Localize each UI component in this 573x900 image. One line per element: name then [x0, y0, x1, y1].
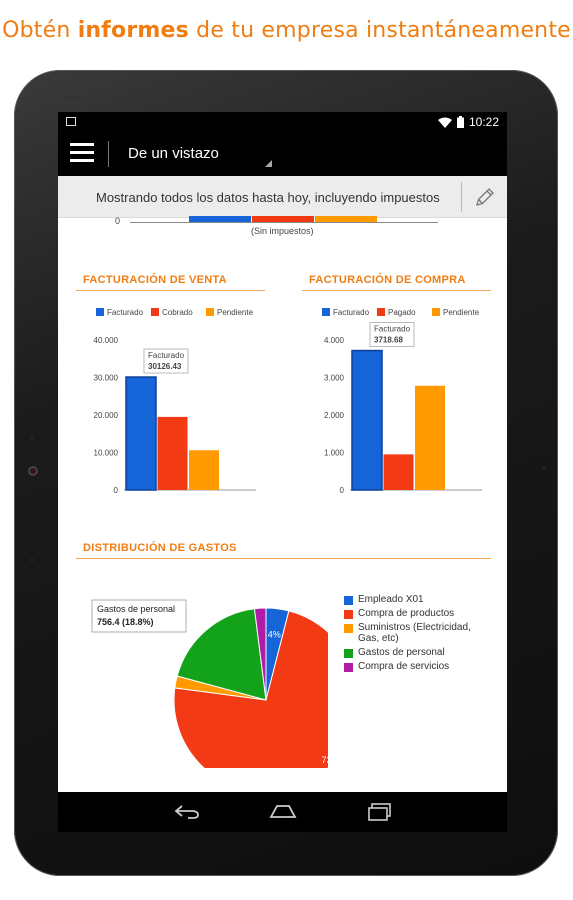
- sensor-dot: [30, 436, 34, 440]
- y-tick-label: 40.000: [94, 336, 119, 345]
- wifi-icon: [437, 117, 452, 128]
- strip-bar-blue: [189, 216, 251, 222]
- legend-label: Facturado: [107, 308, 144, 317]
- sales-billing-chart: Facturado Cobrado Pendiente 0 10.000 20.000 30…: [94, 308, 256, 495]
- legend-swatch: [377, 308, 385, 316]
- strip-bar-orange: [315, 216, 377, 222]
- pie-slice: [176, 608, 267, 701]
- y-tick-label: 20.000: [94, 411, 119, 420]
- y-tick-label: 1.000: [324, 449, 345, 458]
- legend-label: Pendiente: [443, 308, 480, 317]
- tooltip-box: [369, 322, 415, 347]
- legend-label: Gastos de personal: [358, 647, 445, 658]
- expenses-pie-chart: 4% 73.1% Gastos de personal 756.4 (18.8%): [91, 599, 328, 768]
- legend-label: Cobrado: [162, 308, 193, 317]
- bar-pendiente: [415, 385, 445, 490]
- legend-item: Compra de productos: [344, 608, 494, 619]
- purchase-title-underline: [302, 290, 491, 291]
- sales-title-underline: [76, 290, 265, 291]
- legend-item: Gastos de personal: [344, 647, 494, 658]
- promo-headline: Obtén informes de tu empresa instantánea…: [0, 18, 573, 43]
- headline-bold: informes: [77, 18, 189, 43]
- headline-prefix: Obtén: [2, 18, 78, 43]
- filter-info-bar: Mostrando todos los datos hasta hoy, inc…: [58, 176, 507, 218]
- back-icon[interactable]: [174, 804, 200, 820]
- sensor-dot: [30, 558, 34, 562]
- pie-tooltip-box: [91, 599, 187, 633]
- navigation-bar: [58, 792, 507, 832]
- y-tick-label: 2.000: [324, 411, 345, 420]
- screen-title[interactable]: De un vistazo: [128, 145, 219, 162]
- pie-slice: [173, 610, 328, 768]
- legend-swatch: [96, 308, 104, 316]
- bar-pendiente: [189, 450, 219, 490]
- app-bar-divider: [108, 141, 109, 167]
- strip-bar-red: [252, 216, 314, 222]
- sensor-dot: [542, 466, 546, 470]
- pie-slice-label: 73.1%: [322, 755, 328, 765]
- legend-item: Suministros (Electricidad, Gas, etc): [344, 622, 494, 644]
- legend-swatch: [432, 308, 440, 316]
- pie-tooltip-label: Gastos de personal: [97, 604, 175, 614]
- tablet-screen: 10:22 De un vistazo Mostrando todos los …: [58, 112, 507, 832]
- y-tick-label: 0: [114, 486, 119, 495]
- pie-slice: [253, 607, 267, 701]
- legend-label: Pendiente: [217, 308, 254, 317]
- legend-item: Empleado X01: [344, 594, 494, 605]
- legend-item: Compra de servicios: [344, 661, 494, 672]
- bar-facturado: [351, 349, 383, 491]
- purchase-billing-title: FACTURACIÓN DE COMPRA: [309, 274, 466, 286]
- sales-billing-title: FACTURACIÓN DE VENTA: [83, 274, 227, 286]
- image-notification-icon: [66, 117, 76, 126]
- purchase-billing-chart: Facturado Pagado Pendiente 0 1.000 2.000 3.000…: [322, 308, 482, 495]
- app-bar: De un vistazo: [58, 132, 507, 176]
- bar-pagado: [383, 454, 414, 490]
- legend-label: Compra de servicios: [358, 661, 450, 672]
- strip-axis: [130, 222, 438, 223]
- recent-apps-icon[interactable]: [368, 803, 394, 821]
- filter-info-text: Mostrando todos los datos hasta hoy, inc…: [96, 190, 440, 205]
- tooltip-box: [143, 348, 189, 374]
- tooltip-label: Facturado: [374, 325, 411, 334]
- legend-label: Facturado: [333, 308, 370, 317]
- clock: 10:22: [468, 115, 499, 129]
- legend-swatch: [322, 308, 330, 316]
- legend-label: Compra de productos: [358, 608, 455, 619]
- y-tick-label: 3.000: [324, 374, 345, 383]
- speaker-slot: [64, 96, 80, 99]
- home-icon[interactable]: [269, 804, 297, 820]
- legend-label: Pagado: [388, 308, 416, 317]
- bar-cobrado: [157, 416, 188, 490]
- dashboard-content: 0 (Sin impuestos) FACTURACIÓN DE VENTA F…: [58, 216, 507, 788]
- pie-tooltip-value: 756.4 (18.8%): [97, 617, 154, 627]
- menu-icon[interactable]: [70, 143, 94, 163]
- info-divider: [461, 182, 462, 212]
- strip-caption: (Sin impuestos): [251, 226, 314, 236]
- pie-slice-label: 4%: [268, 629, 281, 639]
- expenses-title-underline: [76, 558, 491, 559]
- pie-legend: Empleado X01 Compra de productos Suminis…: [344, 594, 494, 675]
- edit-pencil-icon[interactable]: [474, 186, 496, 208]
- tooltip-value: 3718.68: [374, 336, 403, 345]
- headline-suffix: de tu empresa instantáneamente: [188, 18, 571, 43]
- dropdown-triangle-icon[interactable]: [265, 160, 272, 167]
- y-tick-label: 30.000: [94, 374, 119, 383]
- y-tick-label: 0: [340, 486, 345, 495]
- legend-label: Empleado X01: [358, 594, 424, 605]
- status-bar: 10:22: [58, 112, 507, 132]
- strip-zero-label: 0: [115, 216, 121, 226]
- tooltip-value: 30126.43: [148, 362, 182, 371]
- tooltip-label: Facturado: [148, 351, 185, 360]
- bar-facturado: [125, 376, 157, 491]
- legend-label: Suministros (Electricidad, Gas, etc): [358, 622, 471, 644]
- camera-icon: [28, 466, 38, 476]
- battery-icon: [456, 116, 464, 128]
- legend-swatch: [151, 308, 159, 316]
- y-tick-label: 4.000: [324, 336, 345, 345]
- legend-swatch: [206, 308, 214, 316]
- expenses-distribution-title: DISTRIBUCIÓN DE GASTOS: [83, 542, 237, 554]
- y-tick-label: 10.000: [94, 449, 119, 458]
